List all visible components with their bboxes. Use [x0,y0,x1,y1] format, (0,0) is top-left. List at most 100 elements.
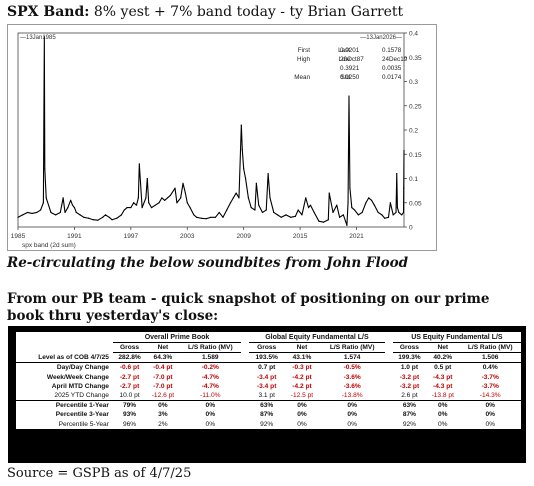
spx-band-point [235,192,237,194]
spx-band-point [17,216,19,218]
spx-band-point [258,204,260,206]
spx-band-point [196,216,198,218]
table-cell: 3.1 pt [249,390,285,402]
table-cell: 1.574 [319,352,385,364]
spx-band-point [401,214,403,216]
spx-band-point [130,207,132,209]
cell-gap [385,373,393,382]
spx-band-point [148,202,150,204]
table-cell: 199.3% [392,352,427,364]
spx-band-point [395,211,397,214]
spx-band-point [226,209,228,211]
spx-band-point [45,197,47,199]
x-axis-label: spx band (2d sum) [22,242,76,249]
spx-band-point [189,207,191,209]
spx-band-point [120,214,123,216]
table-cell: 0% [347,402,357,410]
column-header: Net [426,342,460,354]
spx-band-point [384,217,386,219]
spx-band-point [214,216,217,218]
spx-band-point [50,211,52,214]
y-tick-label: 0.35 [409,55,422,62]
cell-gap [385,401,393,411]
spx-band-point [327,219,329,221]
spx-band-point [133,202,135,204]
table-cell: -3.4 pt [256,382,277,390]
spx-band-point [368,197,370,199]
column-header: Gross [392,342,427,354]
table-cell: -0.6 pt [119,364,140,372]
cell-gap [384,352,393,364]
table-cell: -0.5% [343,364,361,372]
row-label: Day/Day Change [56,364,109,372]
column-header: Gross [249,342,285,354]
table-cell: 63% [260,402,274,410]
spx-band-point [169,194,171,197]
table-row: 2025 YTD Change 10.0 pt -12.6 pt -11.0% 3.1 … [16,390,521,402]
spx-band-point [141,207,143,209]
x-tick-label: 1997 [124,233,139,240]
spx-band-point [318,220,320,222]
x-tick-label: 2003 [180,233,195,240]
table-cell: 2.6 pt [392,390,427,402]
spx-band-point [92,219,94,221]
spx-band-point [138,163,140,165]
spx-band-point [83,216,85,218]
spx-band-point [351,207,353,209]
spx-band-point [146,177,148,180]
spx-band-point [79,214,81,216]
table-cell: 193.5% [249,352,285,364]
table-cell: -3.2 pt [399,373,420,381]
stat-text: 0.3921 [340,65,360,72]
spx-band-point [71,204,74,206]
spx-band-point [244,177,247,180]
cell-gap [241,390,250,402]
spx-band-point [200,217,202,219]
y-tick-label: 0 [409,225,413,232]
cell-gap [241,401,249,411]
row-label: Percentile 5-Year [58,420,109,428]
spx-band-point [166,197,169,199]
table-cell: -7.0 pt [153,382,173,390]
spx-band-point [336,204,338,206]
table-cell: -3.2 pt [399,382,420,390]
table-cell: 0% [205,402,216,410]
y-tick-label: 0.2 [409,128,418,135]
table-cell: 79% [122,402,137,410]
y-tick-label: 0.15 [409,152,422,159]
spx-band-point [174,187,176,189]
spx-band-point [59,211,61,214]
table-cell: -0.3 pt [292,364,312,372]
table-cell: 64.3% [146,352,180,364]
spx-band-point [342,214,344,216]
y-tick-label: 0.3 [409,79,418,86]
chart-svg: 0 0.05 0.1 0.15 0.2 0.25 0.3 0.35 0.4 1985 1991 199… [11,31,422,250]
spx-band-point [102,216,104,218]
spx-band-point [323,221,325,223]
table-cell: -0.4 pt [153,364,173,372]
table-cell: 92% [402,420,417,428]
spx-band-point [62,197,64,199]
table-cell: 96% [122,420,137,428]
table-cell: -4.2 pt [292,373,312,381]
spx-band-point [64,211,66,214]
row-label: 2025 YTD Change [16,390,113,402]
spx-band-point [247,197,249,199]
table-column-header: Gross Net L/S Ratio (MV) Gross Net L/S Ratio … [16,342,521,354]
spx-band-series-line [17,36,405,226]
table-group-header: Overall Prime Book Global Equity Fundamen… [16,332,521,343]
spx-band-point [280,216,282,218]
table-cell: -3.7% [481,382,499,390]
header-gap [241,332,249,343]
headline-text: 8% yest + 7% band today - ty Brian Garre… [89,4,404,20]
spx-band-point [36,211,38,214]
spx-band-point [232,197,234,199]
spx-band-point [389,202,391,204]
table-cell: 0% [485,402,495,410]
table-cell: 1.0 pt [400,364,419,372]
spx-band-point [294,215,296,217]
table-cell: 282.8% [112,352,147,364]
spx-band-point [31,212,33,215]
spx-band-point [338,216,341,218]
spx-band-point [44,168,46,170]
